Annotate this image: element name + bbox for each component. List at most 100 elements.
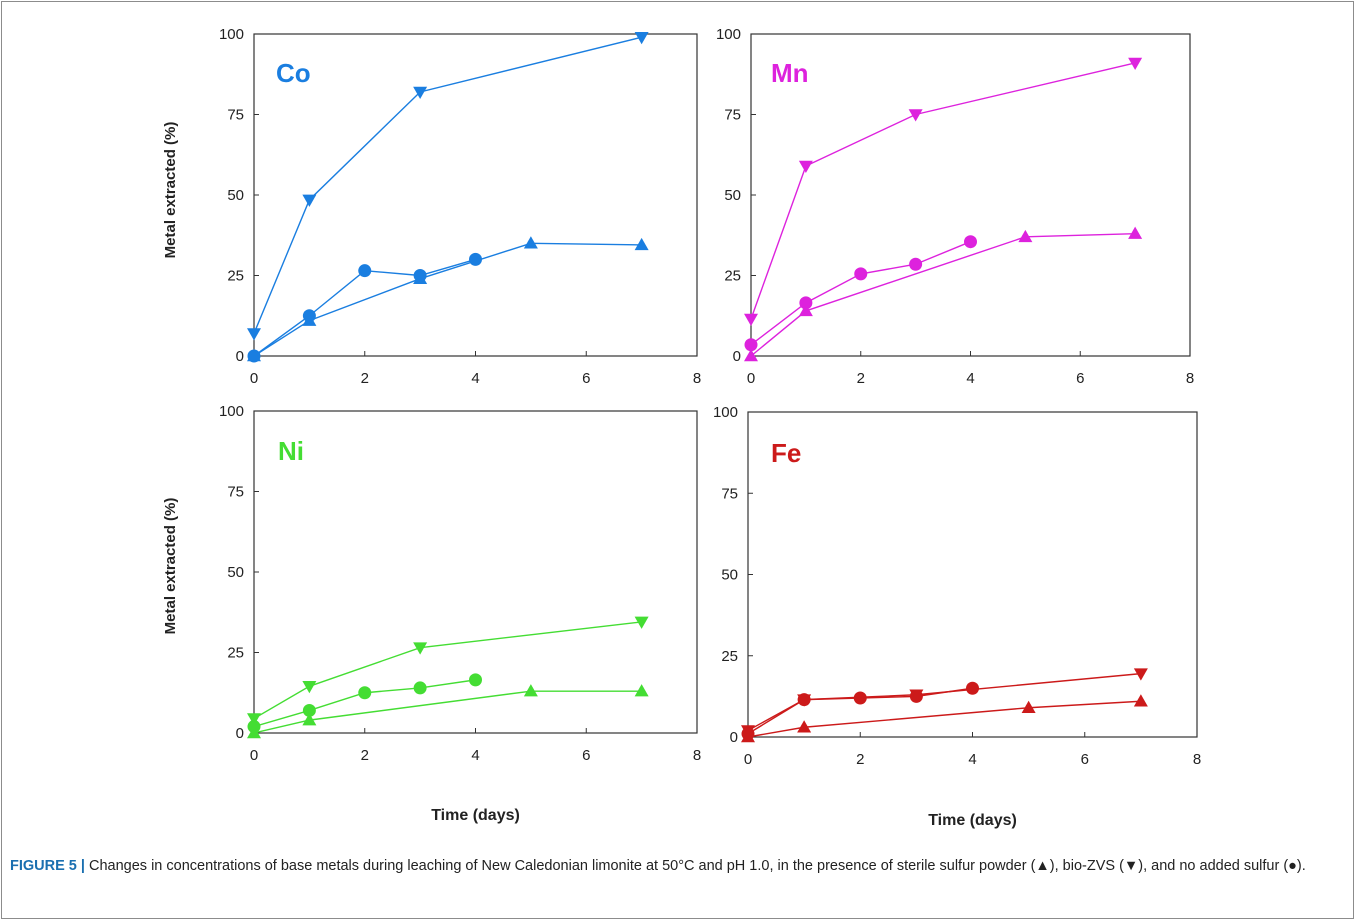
- data-point-mn-circle-1: [799, 296, 813, 310]
- x-tick-label-co-3: 6: [582, 370, 590, 387]
- data-point-ni-triangle-down-3: [634, 616, 649, 629]
- data-point-ni-circle-0: [247, 720, 261, 734]
- x-tick-label-mn-2: 4: [966, 370, 974, 387]
- data-point-ni-triangle-down-1: [302, 681, 317, 694]
- data-point-fe-triangle-up-1: [797, 720, 812, 733]
- data-point-fe-circle-3: [909, 689, 923, 703]
- data-point-ni-circle-4: [469, 673, 482, 687]
- data-point-ni-triangle-up-3: [634, 684, 649, 697]
- data-point-co-triangle-down-1: [302, 194, 317, 207]
- panel-title-fe: Fe: [771, 438, 801, 468]
- data-point-co-circle-2: [358, 264, 372, 278]
- y-tick-label-fe-1: 25: [721, 648, 738, 665]
- data-point-mn-triangle-down-1: [798, 160, 813, 174]
- data-point-mn-circle-4: [964, 235, 977, 249]
- data-point-fe-triangle-down-3: [1133, 668, 1148, 681]
- x-axis-label-fe: Time (days): [928, 812, 1017, 829]
- series-line-ni-triangle-down: [253, 621, 642, 720]
- y-tick-label-fe-3: 75: [721, 485, 738, 502]
- data-point-ni-circle-2: [358, 686, 372, 700]
- x-tick-label-co-0: 0: [250, 370, 258, 387]
- x-tick-label-fe-1: 2: [856, 751, 864, 768]
- data-point-fe-triangle-up-3: [1133, 694, 1148, 707]
- y-axis-label-ni: Metal extracted (%): [162, 498, 179, 635]
- data-point-co-circle-0: [247, 349, 261, 363]
- data-point-co-triangle-down-3: [634, 31, 649, 45]
- y-tick-label-mn-3: 75: [724, 107, 741, 124]
- series-line-co-triangle-up: [253, 242, 642, 357]
- x-tick-label-ni-2: 4: [471, 747, 479, 764]
- x-tick-label-ni-3: 6: [582, 747, 590, 764]
- x-tick-label-co-2: 4: [471, 370, 479, 387]
- y-tick-label-ni-1: 25: [227, 645, 244, 662]
- caption-text: Changes in concentrations of base metals…: [89, 858, 1306, 874]
- data-point-mn-triangle-up-2: [1018, 229, 1033, 243]
- data-point-co-circle-4: [469, 252, 482, 266]
- x-tick-label-mn-4: 8: [1186, 370, 1194, 387]
- data-point-ni-triangle-down-2: [413, 642, 428, 655]
- x-tick-label-ni-4: 8: [693, 747, 701, 764]
- data-point-fe-circle-1: [797, 693, 811, 707]
- x-tick-label-fe-2: 4: [968, 751, 976, 768]
- data-point-ni-circle-1: [302, 703, 316, 717]
- figure-charts: 0 2 4 6 8 0 25 50 75 100 Co Metal extracted (%) 0 2 4 6…: [162, 26, 1201, 829]
- data-point-ni-circle-3: [413, 681, 427, 695]
- data-point-co-triangle-up-3: [523, 236, 538, 249]
- y-tick-label-ni-3: 75: [227, 484, 244, 501]
- y-tick-label-co-3: 75: [227, 107, 244, 124]
- data-point-mn-triangle-up-3: [1128, 226, 1143, 239]
- y-tick-label-co-1: 25: [227, 268, 244, 285]
- data-point-mn-circle-3: [909, 257, 923, 271]
- data-point-ni-triangle-down-0: [247, 713, 261, 726]
- data-point-fe-circle-2: [853, 691, 867, 705]
- data-point-fe-triangle-up-2: [1021, 700, 1036, 713]
- data-point-co-triangle-down-2: [413, 86, 428, 99]
- data-point-ni-triangle-up-2: [523, 684, 538, 697]
- data-point-mn-triangle-up-1: [798, 303, 813, 317]
- x-tick-label-mn-3: 6: [1076, 370, 1084, 387]
- data-point-co-triangle-up-4: [634, 237, 649, 251]
- panel-title-mn: Mn: [771, 58, 809, 88]
- data-point-mn-triangle-down-2: [908, 109, 923, 122]
- x-tick-label-co-4: 8: [693, 370, 701, 387]
- data-point-co-circle-3: [413, 269, 427, 282]
- y-tick-label-co-2: 50: [227, 187, 244, 204]
- x-tick-label-fe-4: 8: [1193, 751, 1201, 768]
- series-line-ni-triangle-up: [253, 690, 642, 734]
- x-tick-label-mn-1: 2: [857, 370, 865, 387]
- series-line-mn-triangle-up: [750, 232, 1136, 357]
- data-point-mn-triangle-down-3: [1128, 57, 1143, 70]
- y-tick-label-ni-2: 50: [227, 564, 244, 581]
- x-tick-label-mn-0: 0: [747, 370, 755, 387]
- data-point-mn-circle-0: [744, 338, 758, 352]
- y-tick-label-co-4: 100: [219, 26, 244, 43]
- data-point-ni-triangle-up-1: [302, 713, 317, 726]
- series-line-fe-triangle-up: [747, 700, 1141, 738]
- data-point-mn-triangle-down-0: [744, 313, 758, 326]
- panel-title-co: Co: [276, 58, 311, 88]
- data-point-co-triangle-down-0: [247, 328, 261, 341]
- y-tick-label-ni-4: 100: [219, 403, 244, 420]
- y-tick-label-fe-2: 50: [721, 567, 738, 584]
- data-point-co-circle-1: [302, 309, 316, 323]
- y-tick-label-mn-1: 25: [724, 268, 741, 285]
- y-tick-label-fe-4: 100: [713, 404, 738, 421]
- x-axis-label-ni: Time (days): [431, 807, 520, 824]
- y-tick-label-mn-4: 100: [716, 26, 741, 43]
- data-point-fe-circle-4: [966, 681, 979, 695]
- figure-caption: FIGURE 5 | Changes in concentrations of …: [10, 855, 1340, 877]
- y-tick-label-co-0: 0: [236, 348, 244, 365]
- plot-area-co: [253, 33, 698, 357]
- data-point-mn-circle-2: [854, 267, 868, 281]
- series-line-co-triangle-down: [253, 36, 642, 334]
- x-tick-label-fe-0: 0: [744, 751, 752, 768]
- x-tick-label-co-1: 2: [361, 370, 369, 387]
- y-tick-label-ni-0: 0: [236, 725, 244, 742]
- y-tick-label-mn-0: 0: [733, 348, 741, 365]
- data-point-mn-triangle-up-0: [744, 349, 758, 362]
- caption-label: FIGURE 5 |: [10, 858, 85, 874]
- y-tick-label-mn-2: 50: [724, 187, 741, 204]
- data-point-fe-circle-0: [741, 727, 755, 741]
- y-axis-label-co: Metal extracted (%): [162, 122, 179, 259]
